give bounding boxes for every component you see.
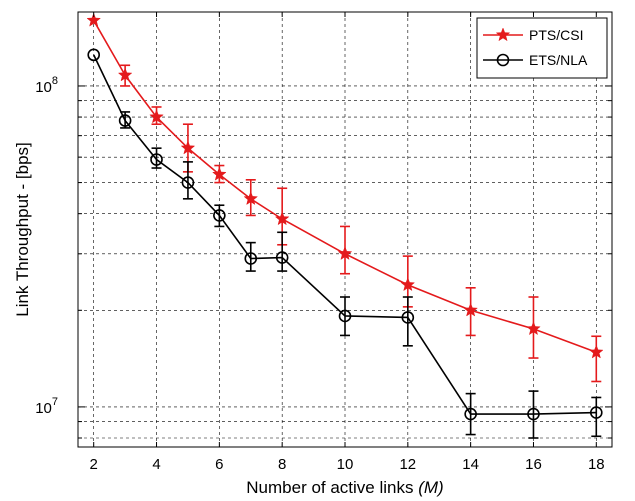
legend-marker	[496, 53, 510, 67]
series-line	[93, 20, 597, 354]
x-tick-label: 2	[90, 456, 98, 473]
series-line	[92, 54, 597, 415]
data-point	[243, 191, 259, 206]
x-tick-label: 14	[462, 456, 479, 473]
data-point	[275, 251, 289, 264]
data-point	[212, 166, 227, 181]
legend-label: ETS/NLA	[529, 52, 588, 68]
data-point	[526, 321, 541, 336]
y-tick-label: 107	[35, 396, 58, 417]
data-point	[150, 153, 163, 166]
legend: PTS/CSI ETS/NLA	[476, 17, 608, 79]
x-tick-label: 6	[215, 456, 223, 473]
data-point	[463, 302, 478, 317]
legend-box	[476, 17, 608, 79]
data-point	[244, 252, 258, 265]
data-point	[274, 211, 290, 226]
y-tick-label: 108	[35, 75, 58, 96]
data-point	[86, 12, 102, 27]
data-point	[588, 344, 604, 359]
ticks: 2 4 6 8 10 12 14 16 18 107 108	[35, 12, 612, 473]
x-tick-label: 10	[337, 456, 354, 473]
data-point	[589, 406, 603, 419]
x-tick-label: 16	[525, 456, 542, 473]
series-ETS/NLA	[87, 48, 603, 439]
data-point	[464, 407, 477, 421]
legend-marker	[495, 27, 511, 42]
series-PTS/CSI	[86, 12, 604, 383]
data-point	[181, 176, 195, 189]
data-point	[213, 209, 226, 222]
legend-label: PTS/CSI	[529, 27, 583, 43]
series-layer	[86, 12, 604, 439]
data-point	[118, 114, 132, 127]
x-tick-label: 18	[588, 456, 605, 473]
data-point	[527, 407, 540, 421]
x-tick-label: 8	[278, 456, 286, 473]
data-point	[401, 311, 415, 324]
data-point	[87, 48, 101, 62]
data-point	[117, 67, 133, 82]
data-point	[337, 246, 353, 261]
y-axis-label: Link Throughput - [bps]	[13, 142, 32, 317]
data-point	[338, 309, 352, 323]
legend-item: PTS/CSI	[483, 27, 583, 43]
x-tick-label: 12	[399, 456, 416, 473]
data-point	[180, 140, 196, 155]
data-point	[149, 109, 164, 124]
data-point	[400, 277, 416, 292]
x-axis-label: Number of active links (M)	[246, 478, 443, 497]
x-tick-label: 4	[152, 456, 160, 473]
legend-item: ETS/NLA	[483, 52, 588, 68]
